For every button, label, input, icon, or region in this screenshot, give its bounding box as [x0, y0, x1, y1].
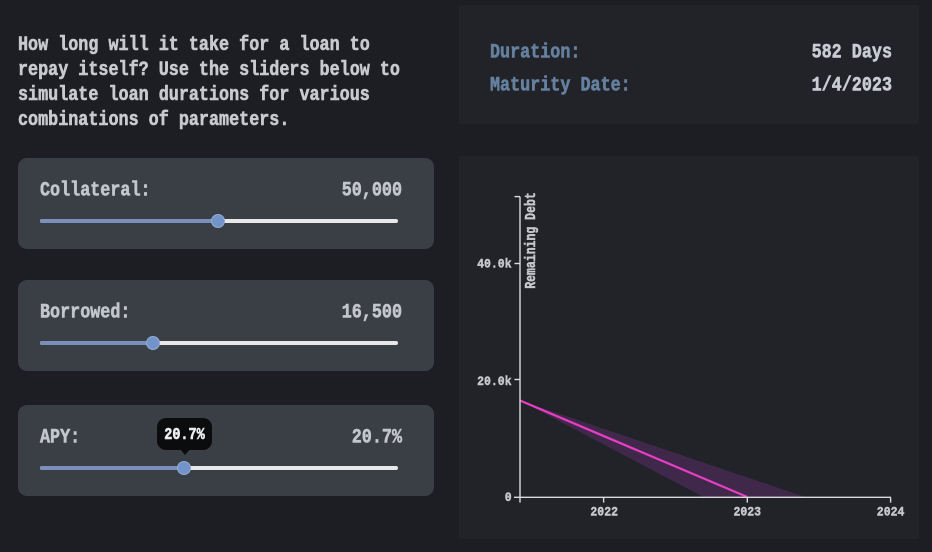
- svg-text:40.0k: 40.0k: [477, 257, 512, 272]
- svg-text:Remaining Debt: Remaining Debt: [524, 192, 541, 289]
- svg-text:2024: 2024: [877, 505, 905, 520]
- svg-text:2022: 2022: [590, 505, 618, 520]
- svg-text:20.0k: 20.0k: [477, 374, 512, 389]
- svg-text:0: 0: [505, 490, 512, 505]
- svg-text:2023: 2023: [734, 505, 762, 520]
